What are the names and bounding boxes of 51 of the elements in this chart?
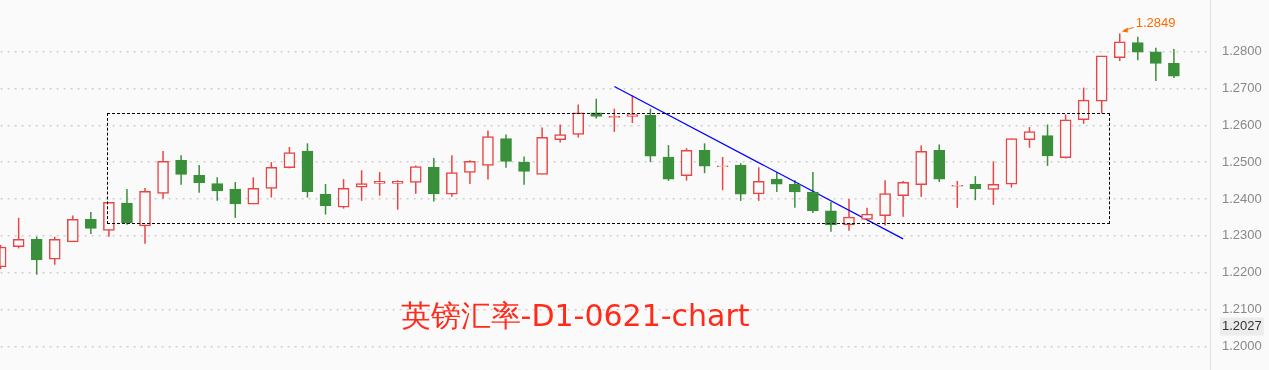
candlestick	[229, 181, 242, 219]
y-tick-label: 1.2400	[1222, 190, 1262, 206]
y-tick-label: 1.2100	[1222, 301, 1262, 317]
candlestick	[391, 179, 404, 211]
y-tick-label: 1.2800	[1222, 43, 1262, 59]
candlestick	[211, 176, 224, 202]
candlestick	[680, 147, 693, 182]
annotation: 1.2849	[1135, 15, 1176, 30]
candlestick	[1023, 126, 1036, 149]
candlestick	[770, 171, 783, 193]
candlestick	[752, 166, 765, 202]
candlestick	[1168, 48, 1180, 79]
candlestick	[319, 183, 332, 216]
y-tick-label: 1.2000	[1222, 338, 1262, 354]
candlestick	[716, 156, 729, 191]
candlestick	[897, 180, 909, 218]
candlestick	[1041, 123, 1054, 167]
candlestick	[951, 180, 964, 209]
text: 1.2027	[1222, 318, 1262, 334]
candlestick	[1150, 47, 1162, 82]
candlestick	[1131, 35, 1144, 62]
candlestick	[1077, 86, 1090, 125]
candlestick	[626, 94, 639, 124]
candlestick	[500, 133, 512, 169]
candlestick	[572, 103, 585, 139]
candlestick	[12, 217, 25, 250]
candlestick	[987, 160, 1000, 206]
candlestick	[662, 144, 675, 182]
y-tick-label: 1.2300	[1222, 227, 1262, 243]
candlestick	[843, 198, 855, 232]
candlestick	[48, 235, 61, 266]
annotation: 英镑汇率-D1-0621-chart	[400, 297, 750, 333]
candlestick	[121, 188, 133, 226]
candlestick	[337, 178, 350, 210]
candlestick	[193, 164, 205, 194]
candlestick	[518, 155, 530, 186]
candlestick	[85, 211, 97, 235]
y-tick-label: 1.2700	[1222, 79, 1262, 95]
candlestick	[66, 214, 79, 243]
candlestick	[969, 175, 982, 201]
candlestick	[175, 154, 187, 186]
candlestick	[265, 161, 278, 199]
y-tick-label: 1.2200	[1222, 264, 1262, 280]
y-tick-label: 1.2600	[1222, 116, 1262, 132]
candlestick	[698, 142, 711, 174]
candlestick	[373, 171, 386, 197]
candlestick	[789, 179, 801, 209]
candlestick	[446, 154, 458, 198]
candlestick	[807, 171, 819, 214]
candlestick	[30, 235, 43, 276]
y-tick-label: 1.2500	[1222, 153, 1262, 169]
